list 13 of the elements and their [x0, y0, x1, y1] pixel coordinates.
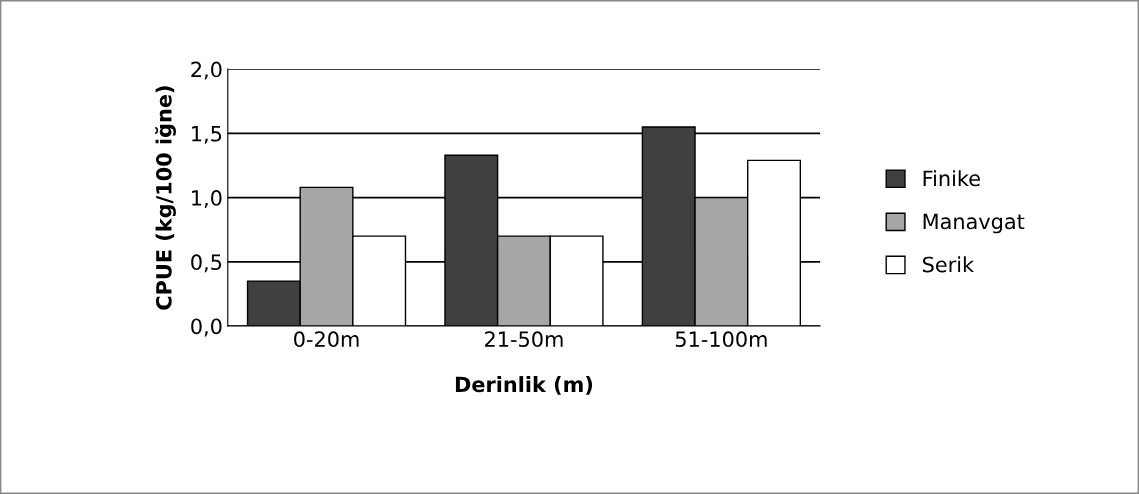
x-tick-label: 0-20m [294, 331, 359, 348]
y-tick-label: 2,0 [191, 61, 222, 80]
y-tick-label: 1,5 [192, 126, 222, 144]
x-axis-title: Derinlik (m) [455, 376, 593, 395]
legend-label: Finike [923, 170, 980, 187]
x-tick-label: 51-100m [675, 331, 767, 348]
y-tick-label: 0,0 [191, 318, 222, 337]
x-tick-label: 21-50m [485, 331, 563, 348]
y-tick-label: 0,5 [191, 254, 222, 273]
legend-label: Manavgat [923, 213, 1025, 234]
legend-label: Serik [923, 256, 975, 273]
y-tick-label: 1,0 [192, 190, 222, 208]
y-axis-title: CPUE (kg/100 iğne) [155, 86, 176, 310]
